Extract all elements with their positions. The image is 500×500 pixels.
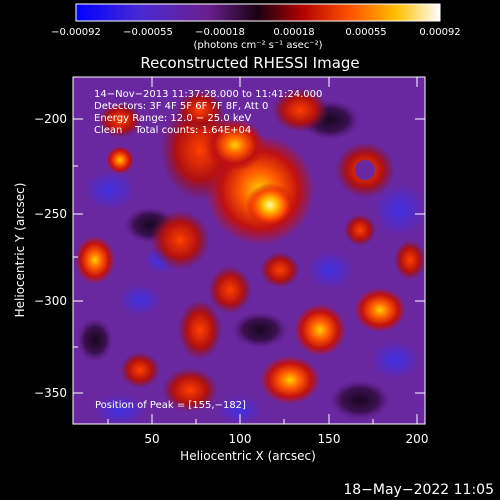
colorbar-tick-label: 0.00055 <box>345 27 386 38</box>
y-axis-label: Heliocentric Y (arcsec) <box>13 183 27 318</box>
y-tick-label: −350 <box>34 386 67 400</box>
x-tick-label: 50 <box>144 432 159 446</box>
y-axis-ticks <box>73 118 425 394</box>
y-tick-label: −200 <box>34 112 67 126</box>
x-tick-label: 200 <box>406 432 429 446</box>
info-time-range: 14−Nov−2013 11:37:28.000 to 11:41:24.000 <box>94 89 322 100</box>
y-tick-label: −250 <box>34 207 67 221</box>
colorbar-unit-label: (photons cm⁻² s⁻¹ asec⁻²) <box>193 40 322 51</box>
plot-title: Reconstructed RHESSI Image <box>140 54 359 72</box>
plot-frame <box>72 76 426 425</box>
colorbar-tick-label: 0.00018 <box>273 27 314 38</box>
footer-timestamp: 18−May−2022 11:05 <box>343 482 494 498</box>
x-axis-label: Heliocentric X (arcsec) <box>180 449 316 463</box>
info-block: 14−Nov−2013 11:37:28.000 to 11:41:24.000… <box>94 89 322 136</box>
colorbar-tick-label: −0.00018 <box>195 27 245 38</box>
colorbar-ticks: −0.00092 −0.00055 −0.00018 0.00018 0.000… <box>51 27 461 38</box>
x-tick-label: 150 <box>318 432 341 446</box>
x-tick-label: 100 <box>229 432 252 446</box>
info-energy-range: Energy Range: 12.0 − 25.0 keV <box>94 113 251 124</box>
info-detectors: Detectors: 3F 4F 5F 6F 7F 8F, Att 0 <box>94 101 268 112</box>
peak-position: Position of Peak = [155,−182] <box>95 400 246 411</box>
colorbar-tick-label: −0.00055 <box>123 27 173 38</box>
x-axis-ticks <box>107 77 418 424</box>
image-map <box>73 77 425 424</box>
info-clean-counts: Clean Total counts: 1.64E+04 <box>94 125 251 136</box>
colorbar <box>75 3 441 22</box>
colorbar-tick-label: −0.00092 <box>51 27 101 38</box>
colorbar-tick-label: 0.00092 <box>419 27 460 38</box>
y-tick-label: −300 <box>34 294 67 308</box>
